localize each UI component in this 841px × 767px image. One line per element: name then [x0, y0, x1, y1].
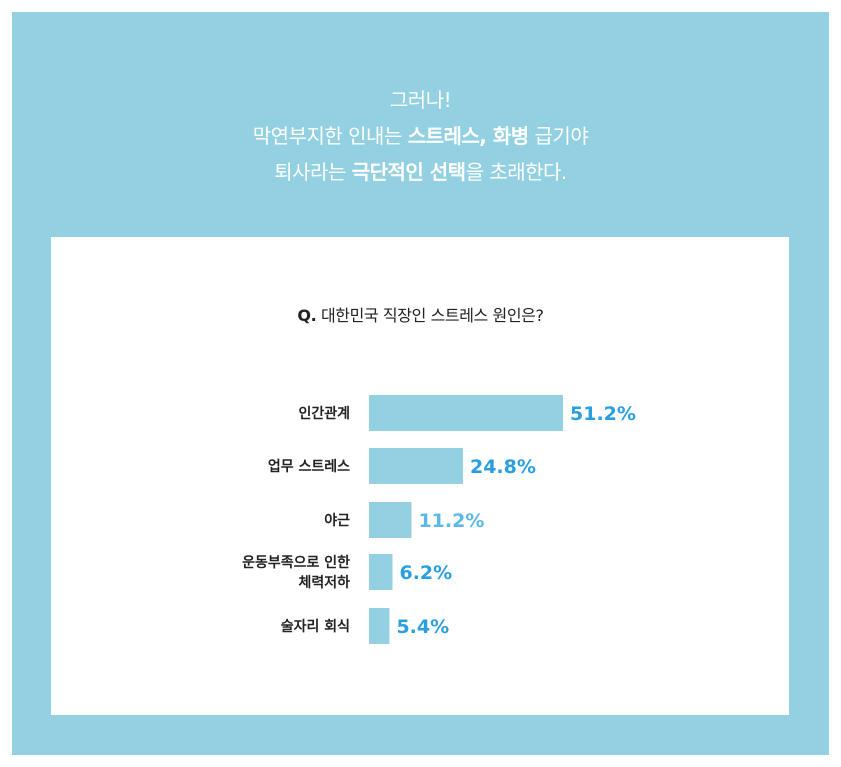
- category-label-3: 야근: [324, 512, 350, 529]
- category-label-4-line-2: 체력저하: [298, 574, 350, 591]
- headline-line-2: 막연부지한 인내는 스트레스, 화병 급기야: [0, 118, 841, 154]
- question-text: 대한민국 직장인 스트레스 원인은?: [316, 306, 544, 325]
- headline-line-3: 퇴사라는 극단적인 선택을 초래한다.: [0, 154, 841, 190]
- category-label-4-line-1: 운동부족으로 인한: [242, 554, 350, 571]
- headline-line-1: 그러나!: [389, 88, 452, 112]
- bar-3: [369, 502, 412, 538]
- category-label-5: 술자리 회식: [281, 619, 350, 635]
- category-label-1: 인간관계: [298, 405, 350, 422]
- chart-question: Q. 대한민국 직장인 스트레스 원인은?: [0, 302, 841, 326]
- headline-line-3-pre: 퇴사라는: [274, 160, 352, 184]
- category-label-2: 업무 스트레스: [268, 459, 350, 475]
- headline-line-2-bold: 스트레스, 화병: [407, 124, 529, 148]
- value-label-3: 11.2%: [418, 510, 484, 532]
- headline-line-2-post: 급기야: [528, 124, 589, 148]
- headline-line-2-pre: 막연부지한 인내는: [252, 124, 408, 148]
- value-label-1: 51.2%: [570, 403, 636, 425]
- bar-4: [369, 554, 393, 590]
- bar-2: [369, 448, 463, 484]
- headline-line-3-bold: 극단적인 선택: [351, 160, 466, 184]
- headline: 그러나! 막연부지한 인내는 스트레스, 화병 급기야 퇴사라는 극단적인 선택…: [0, 82, 841, 190]
- question-prefix: Q.: [297, 306, 317, 325]
- bar-5: [369, 608, 390, 644]
- bar-1: [369, 395, 563, 431]
- value-label-4: 6.2%: [399, 562, 452, 584]
- value-label-2: 24.8%: [470, 456, 536, 478]
- headline-line-3-post: 을 초래한다.: [465, 160, 568, 184]
- value-label-5: 5.4%: [396, 616, 449, 638]
